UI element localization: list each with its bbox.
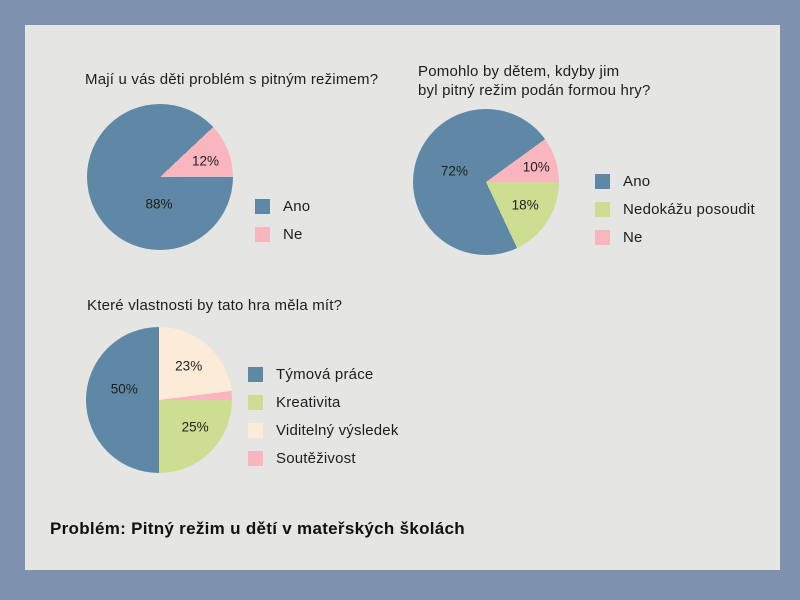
- chart-title-line: Mají u vás děti problém s pitným režimem…: [85, 71, 379, 88]
- legend-label: Týmová práce: [276, 366, 374, 383]
- chart-title-line: byl pitný režim podán formou hry?: [418, 82, 651, 99]
- legend-item: Kreativita: [248, 394, 399, 411]
- pie-percent-label: 50%: [110, 381, 138, 397]
- legend-item: Nedokážu posoudit: [595, 201, 755, 218]
- pie-percent-label: 72%: [440, 163, 468, 178]
- chart-title-line: Které vlastnosti by tato hra měla mít?: [87, 297, 343, 314]
- legend-label: Ne: [623, 229, 643, 246]
- problem-statement: Problém: Pitný režim u dětí v mateřských…: [50, 519, 465, 538]
- legend-label: Ano: [623, 173, 651, 190]
- chart-3-title: Které vlastnosti by tato hra měla mít?: [87, 296, 342, 315]
- legend-item: Ano: [595, 173, 755, 190]
- legend-item: Ne: [255, 226, 310, 243]
- pie-percent-label: 88%: [145, 196, 173, 212]
- legend-label: Viditelný výsledek: [276, 422, 399, 439]
- pie-percent-label: 10%: [522, 159, 550, 175]
- legend-swatch: [255, 227, 270, 242]
- legend-label: Soutěživost: [276, 450, 356, 467]
- chart-2-legend: Ano Nedokážu posoudit Ne: [595, 173, 755, 246]
- legend-label: Ano: [283, 198, 311, 215]
- pie-chart-1: 12% 88%: [87, 104, 233, 250]
- legend-swatch: [595, 174, 610, 189]
- pie-chart-2: 10% 18% 72%: [413, 109, 559, 255]
- legend-swatch: [248, 367, 263, 382]
- legend-item: Ano: [255, 198, 311, 215]
- chart-2-title: Pomohlo by dětem, kdyby jim byl pitný rež…: [418, 62, 651, 100]
- pie-percent-label: 12%: [192, 153, 220, 169]
- chart-1-legend: Ano Ne: [255, 198, 311, 243]
- chart-1-title: Mají u vás děti problém s pitným režimem…: [85, 70, 378, 89]
- legend-swatch: [255, 199, 270, 214]
- legend-label: Kreativita: [276, 394, 341, 411]
- legend-swatch: [595, 202, 610, 217]
- chart-3-legend: Týmová práce Kreativita Viditelný výsledek…: [248, 366, 399, 467]
- legend-item: Ne: [595, 229, 755, 246]
- pie-percent-label: 18%: [511, 197, 539, 213]
- chart-title-line: Pomohlo by dětem, kdyby jim: [418, 63, 620, 80]
- pie-percent-label: 23%: [175, 358, 203, 374]
- legend-item: Viditelný výsledek: [248, 422, 399, 439]
- pie-percent-label: 25%: [181, 419, 209, 435]
- content-panel: Mají u vás děti problém s pitným režimem…: [25, 25, 780, 570]
- legend-swatch: [248, 395, 263, 410]
- legend-swatch: [595, 230, 610, 245]
- legend-swatch: [248, 423, 263, 438]
- legend-label: Nedokážu posoudit: [623, 201, 755, 218]
- legend-item: Týmová práce: [248, 366, 399, 383]
- pie-chart-3: 23% 25% 50%: [86, 327, 232, 473]
- legend-item: Soutěživost: [248, 450, 399, 467]
- legend-swatch: [248, 451, 263, 466]
- legend-label: Ne: [283, 226, 303, 243]
